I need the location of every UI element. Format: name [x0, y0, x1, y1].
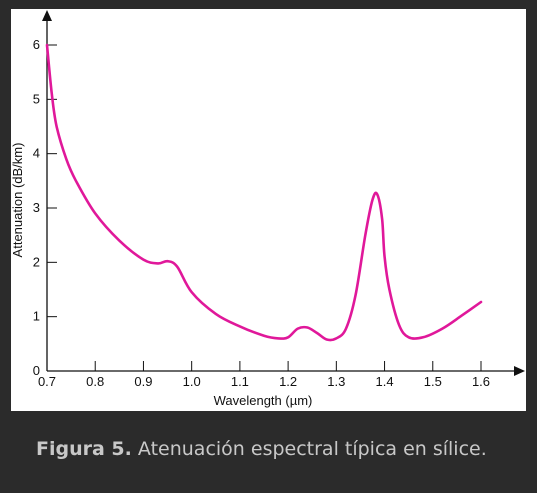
attenuation-chart: 0 1 2 3 4 5 6 0.7 0.8 0.9 1.0 1.1 1.2 1.3 1.4 1.5 1.6 W… [11, 10, 525, 408]
x-tick-label: 1.3 [327, 374, 345, 389]
caption-label: Figura 5. [36, 438, 132, 460]
y-tick-label: 1 [33, 309, 40, 324]
x-tick-label: 0.9 [134, 374, 152, 389]
x-tick-label: 1.4 [376, 374, 394, 389]
y-tick-label: 2 [33, 254, 40, 269]
y-tick-label: 3 [33, 200, 40, 215]
y-tick-label: 5 [33, 91, 40, 106]
x-tick-label: 1.6 [472, 374, 490, 389]
x-axis-label: Wavelength (µm) [214, 393, 313, 408]
x-ticks: 0.7 0.8 0.9 1.0 1.1 1.2 1.3 1.4 1.5 1.6 [38, 361, 490, 389]
y-tick-label: 4 [33, 146, 40, 161]
y-axis-arrow [42, 10, 52, 21]
chart-axes [42, 10, 525, 376]
x-axis-arrow [514, 366, 525, 376]
figure-caption: Figura 5. Atenuación espectral típica en… [36, 436, 506, 463]
x-tick-label: 1.5 [424, 374, 442, 389]
y-axis-label: Attenuation (dB/km) [11, 143, 25, 258]
y-tick-label: 0 [33, 363, 40, 378]
x-tick-label: 1.0 [183, 374, 201, 389]
x-tick-label: 0.8 [86, 374, 104, 389]
figure-panel: 0 1 2 3 4 5 6 0.7 0.8 0.9 1.0 1.1 1.2 1.3 1.4 1.5 1.6 W… [11, 9, 526, 411]
x-tick-label: 1.2 [279, 374, 297, 389]
series-group [45, 43, 483, 342]
x-tick-label: 0.7 [38, 374, 56, 389]
x-tick-label: 1.1 [231, 374, 249, 389]
y-tick-label: 6 [33, 37, 40, 52]
caption-text: Atenuación espectral típica en sílice. [131, 438, 487, 460]
y-ticks: 0 1 2 3 4 5 6 [33, 37, 57, 378]
attenuation-series-line [45, 43, 483, 342]
